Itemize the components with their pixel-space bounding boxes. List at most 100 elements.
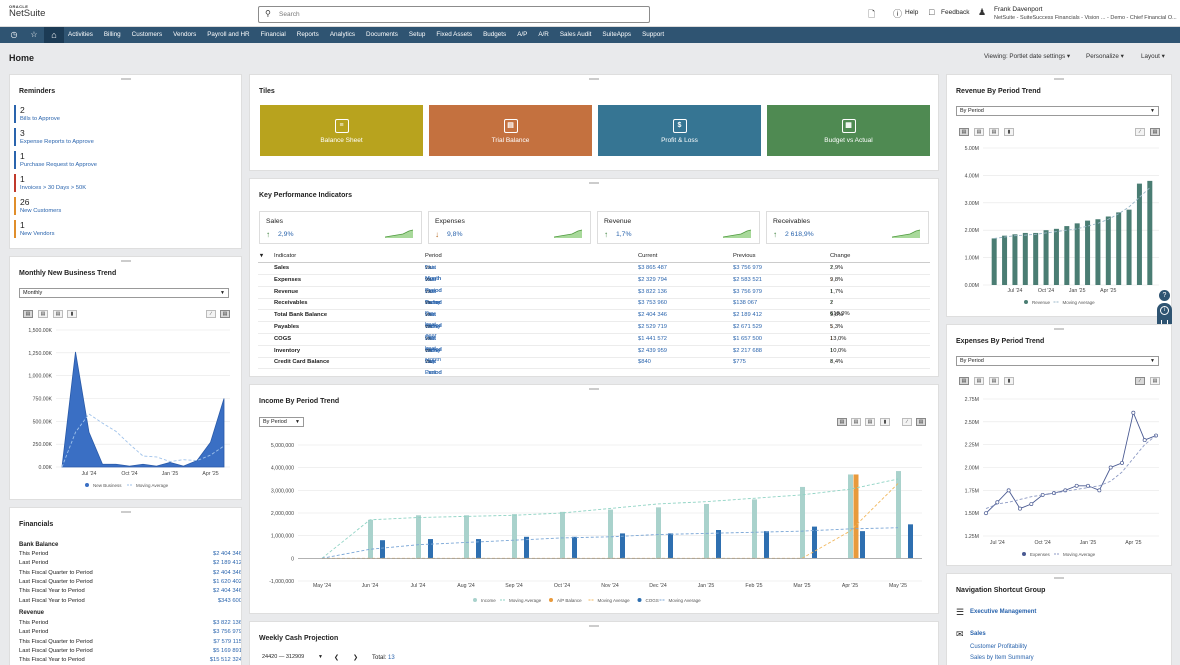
nav-item-sales-audit[interactable]: Sales Audit: [559, 31, 592, 38]
kpi-period-current[interactable]: Today: [425, 347, 441, 354]
reminder-label[interactable]: Expense Reports to Approve: [20, 139, 94, 145]
expenses-point[interactable]: [1029, 502, 1034, 506]
revenue-bar[interactable]: [1043, 230, 1049, 285]
kpi-current[interactable]: $2 404 346: [638, 312, 668, 319]
cogs-bar[interactable]: [860, 531, 865, 559]
cogs-bar[interactable]: [428, 539, 433, 559]
revenue-bar[interactable]: [1136, 183, 1142, 285]
total-value[interactable]: 13: [388, 655, 395, 661]
layout-button[interactable]: Layout ▾: [1141, 53, 1165, 60]
nav-item-vendors[interactable]: Vendors: [173, 31, 197, 38]
reminder-label[interactable]: New Vendors: [20, 231, 55, 237]
reminder-label[interactable]: New Customers: [20, 208, 62, 214]
kpi-period-previous[interactable]: Last Period: [425, 288, 442, 306]
recent-icon[interactable]: ◷: [10, 30, 18, 39]
nav-item-financial[interactable]: Financial: [260, 31, 286, 38]
kpi-current[interactable]: $1 441 572: [638, 335, 668, 342]
income-bar[interactable]: [752, 499, 757, 559]
cogs-bar[interactable]: [908, 524, 913, 559]
revenue-bar[interactable]: [1074, 223, 1080, 285]
kpi-previous[interactable]: $2 189 412: [733, 312, 763, 319]
help-icon[interactable]: ⓘ: [893, 9, 903, 19]
nav-item-a-p[interactable]: A/P: [517, 31, 528, 38]
financial-value[interactable]: $1 620 402: [212, 578, 242, 585]
table-view-icon[interactable]: ▤: [23, 310, 33, 318]
expenses-point[interactable]: [1086, 483, 1090, 488]
drag-handle[interactable]: [1054, 577, 1064, 579]
cogs-bar[interactable]: [380, 540, 385, 559]
cogs-bar[interactable]: [812, 526, 817, 559]
cogs-bar[interactable]: [620, 533, 625, 559]
financial-value[interactable]: $2 404 346: [212, 551, 242, 557]
prev-arrow-icon[interactable]: ❮: [334, 655, 340, 661]
table-view-icon[interactable]: ▤: [959, 128, 969, 136]
help-link[interactable]: Help: [905, 9, 919, 16]
nav-item-suiteapps[interactable]: SuiteApps: [602, 31, 632, 38]
nav-item-activities[interactable]: Activities: [68, 31, 93, 38]
cash-range-select[interactable]: 24420 — 312909 ▼: [259, 653, 326, 663]
kpi-current[interactable]: $2 439 959: [638, 347, 668, 354]
income-bar[interactable]: [560, 511, 565, 559]
stacked-view-icon[interactable]: ▤: [53, 310, 63, 318]
financial-value[interactable]: $15 512 324: [209, 657, 242, 664]
kpi-current[interactable]: $3 753 960: [638, 300, 668, 307]
financial-value[interactable]: $7 579 115: [213, 638, 242, 645]
revenue-bar[interactable]: [1053, 228, 1059, 285]
stacked-view-icon[interactable]: ▤: [865, 418, 875, 426]
viewing-dropdown[interactable]: Viewing: Portlet date settings ▾: [984, 53, 1071, 60]
cogs-bar[interactable]: [476, 539, 481, 559]
area-chart-icon[interactable]: ▤: [1150, 128, 1160, 136]
help-bubble-icon[interactable]: ?: [1159, 290, 1170, 301]
nav-item-budgets[interactable]: Budgets: [483, 31, 507, 38]
line-chart-icon[interactable]: ∕: [902, 418, 912, 426]
expenses-point[interactable]: [1097, 488, 1102, 493]
expenses-point[interactable]: [995, 500, 1000, 505]
income-bar[interactable]: [368, 519, 373, 559]
nav-item-reports[interactable]: Reports: [296, 31, 319, 38]
kpi-previous[interactable]: $138 067: [733, 300, 758, 307]
list-view-icon[interactable]: ▤: [974, 128, 984, 136]
kpi-current[interactable]: $3 865 487: [638, 265, 668, 271]
kpi-previous[interactable]: $2 583 521: [733, 276, 763, 283]
period-select[interactable]: By Period ▼: [956, 356, 1159, 366]
bar-chart-icon[interactable]: ▮: [67, 310, 77, 318]
period-select[interactable]: By Period ▼: [259, 417, 304, 427]
cogs-bar[interactable]: [716, 530, 721, 559]
drag-handle[interactable]: [1054, 328, 1064, 330]
kpi-period-previous[interactable]: Last Period: [425, 359, 442, 377]
kpi-period-previous[interactable]: Last Period: [425, 335, 442, 353]
drag-handle[interactable]: [1054, 78, 1064, 80]
revenue-bar[interactable]: [1126, 209, 1132, 285]
income-bar[interactable]: [896, 471, 901, 559]
table-view-icon[interactable]: ▤: [837, 418, 847, 426]
customer-profitability-link[interactable]: Customer Profitability: [970, 644, 1028, 650]
executive-management-link[interactable]: Executive Management: [970, 609, 1037, 615]
kpi-period-previous[interactable]: Last Month: [425, 265, 442, 282]
reminder-label[interactable]: Bills to Approve: [20, 116, 60, 122]
revenue-bar[interactable]: [1105, 216, 1111, 286]
kpi-period-previous[interactable]: Same Day Last Month: [425, 347, 441, 376]
expenses-point[interactable]: [1142, 438, 1147, 443]
global-search-input[interactable]: ⚲ Search: [258, 6, 650, 23]
kpi-period-current[interactable]: Today: [425, 300, 441, 307]
drag-handle[interactable]: [120, 260, 131, 262]
financial-value[interactable]: $3 756 979: [212, 629, 242, 636]
financial-value[interactable]: $2 404 346: [212, 569, 242, 576]
income-bar[interactable]: [416, 515, 421, 559]
reminder-item[interactable]: 1 Purchase Request to Approve: [14, 151, 214, 169]
kpi-previous[interactable]: $2 217 688: [733, 347, 763, 354]
financial-value[interactable]: $2 189 412: [212, 560, 242, 567]
kpi-previous[interactable]: $2 671 529: [733, 324, 763, 330]
table-view-icon[interactable]: ▤: [959, 377, 969, 385]
reminder-item[interactable]: 3 Expense Reports to Approve: [14, 128, 214, 146]
reminder-item[interactable]: 1 New Vendors: [14, 220, 214, 238]
nav-item-support[interactable]: Support: [642, 31, 665, 38]
feedback-icon[interactable]: □: [929, 7, 935, 17]
kpi-period-current[interactable]: Today: [425, 324, 441, 330]
nav-item-analytics[interactable]: Analytics: [329, 31, 356, 38]
expenses-point[interactable]: [984, 511, 988, 516]
expenses-point[interactable]: [1131, 410, 1136, 415]
netsuite-logo[interactable]: ORACLE NetSuite: [9, 5, 45, 19]
home-icon[interactable]: ⌂: [44, 27, 64, 43]
kpi-current[interactable]: $2 529 719: [638, 324, 668, 330]
